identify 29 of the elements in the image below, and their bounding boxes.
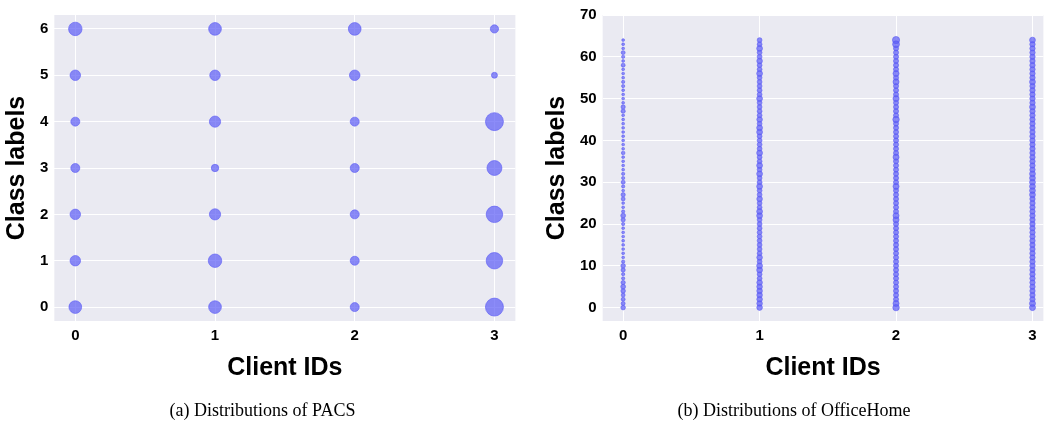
x-tick-label: 2 (891, 326, 901, 344)
y-tick-label: 0 (40, 297, 49, 315)
x-tick-label: 1 (755, 326, 764, 344)
y-tick-label: 50 (580, 88, 597, 106)
y-tick-label: 5 (40, 65, 49, 83)
y-tick-label: 20 (580, 214, 597, 232)
y-tick-label: 30 (580, 172, 597, 190)
x-tick-label: 3 (490, 326, 499, 344)
x-tick-label: 0 (71, 326, 80, 344)
text: (a) Distributions of PACS (168, 400, 357, 421)
x-tick-label: 1 (210, 326, 220, 344)
y-tick-label: 0 (588, 297, 597, 315)
y-tick-label: 60 (580, 46, 597, 64)
y-tick-label: 3 (40, 158, 49, 176)
y-tick-label: 2 (40, 204, 49, 222)
y-tick-label: 10 (580, 255, 597, 273)
x-axis-title: Client IDs (765, 351, 881, 380)
x-axis-title: Client IDs (227, 351, 343, 380)
x-tick-label: 3 (1028, 326, 1037, 344)
x-tick-label: 2 (350, 326, 359, 344)
text: (b) Distributions of OfficeHome (676, 400, 912, 421)
y-tick-label: 4 (40, 111, 49, 129)
x-tick-label: 0 (618, 326, 628, 344)
y-tick-label: 70 (580, 5, 597, 23)
y-axis-title: Class labels (540, 95, 569, 241)
y-tick-label: 6 (40, 19, 49, 37)
y-axis-title: Class labels (0, 95, 29, 241)
y-tick-label: 1 (40, 250, 49, 268)
y-tick-label: 40 (580, 130, 597, 148)
